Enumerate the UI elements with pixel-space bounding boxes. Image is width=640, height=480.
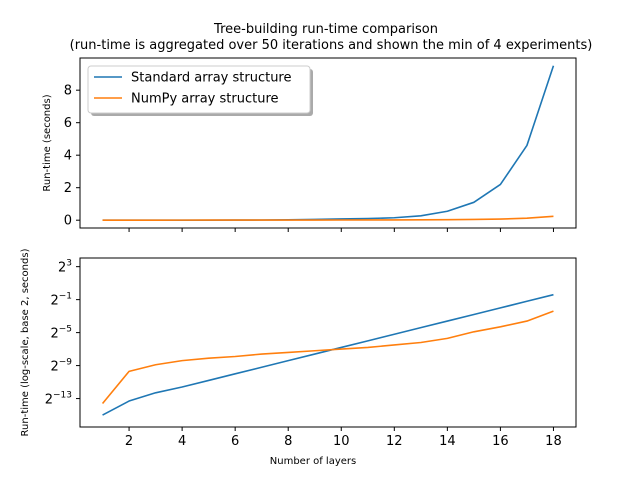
x-tick-label: 16 <box>492 434 509 449</box>
figure-title-line2: (run-time is aggregated over 50 iteratio… <box>70 38 593 53</box>
series-line-numpy-top <box>102 215 554 221</box>
legend-entry: Standard array structure <box>131 71 292 86</box>
y-tick-label: 2−1 <box>50 292 72 309</box>
y-tick-label: 2 <box>64 181 72 196</box>
series-line-numpy-bottom <box>101 310 554 405</box>
legend-entry: NumPy array structure <box>131 92 279 107</box>
y-tick-label: 4 <box>64 149 72 164</box>
x-tick-label: 8 <box>284 434 292 449</box>
y-tick-label: 2−9 <box>50 358 72 375</box>
x-tick-label: 12 <box>386 434 403 449</box>
legend: Standard array structure NumPy array stru… <box>87 65 313 116</box>
figure-title-line1: Tree-building run-time comparison <box>213 22 438 37</box>
x-tick-label: 14 <box>439 434 456 449</box>
x-tick-label: 4 <box>178 434 186 449</box>
series-line-standard-bottom <box>102 293 554 416</box>
bottom-axes: 2 4 6 8 10 12 14 16 18 23 2−1 2−5 2−9 2−13 Run-time (l… <box>20 248 577 467</box>
y-tick-label: 2−13 <box>45 391 72 408</box>
y-tick-label: 6 <box>64 116 72 131</box>
top-axes: 0 2 4 6 8 Run-time (seconds) Standard array st… <box>42 57 577 232</box>
axes-frame <box>79 257 577 428</box>
y-axis-label: Run-time (log-scale, base 2, seconds) <box>20 248 31 436</box>
x-tick-label: 18 <box>545 434 562 449</box>
x-axis-label: Number of layers <box>270 456 356 467</box>
y-tick-label: 2−5 <box>50 325 72 342</box>
y-tick-label: 0 <box>64 214 72 229</box>
x-tick-label: 6 <box>231 434 239 449</box>
x-tick-label: 10 <box>333 434 350 449</box>
x-tick-label: 2 <box>125 434 133 449</box>
y-axis-label: Run-time (seconds) <box>42 94 53 191</box>
legend-frame <box>87 65 311 114</box>
y-tick-label: 8 <box>64 84 72 99</box>
axes-frame <box>79 57 577 229</box>
y-tick-label: 23 <box>58 259 72 276</box>
